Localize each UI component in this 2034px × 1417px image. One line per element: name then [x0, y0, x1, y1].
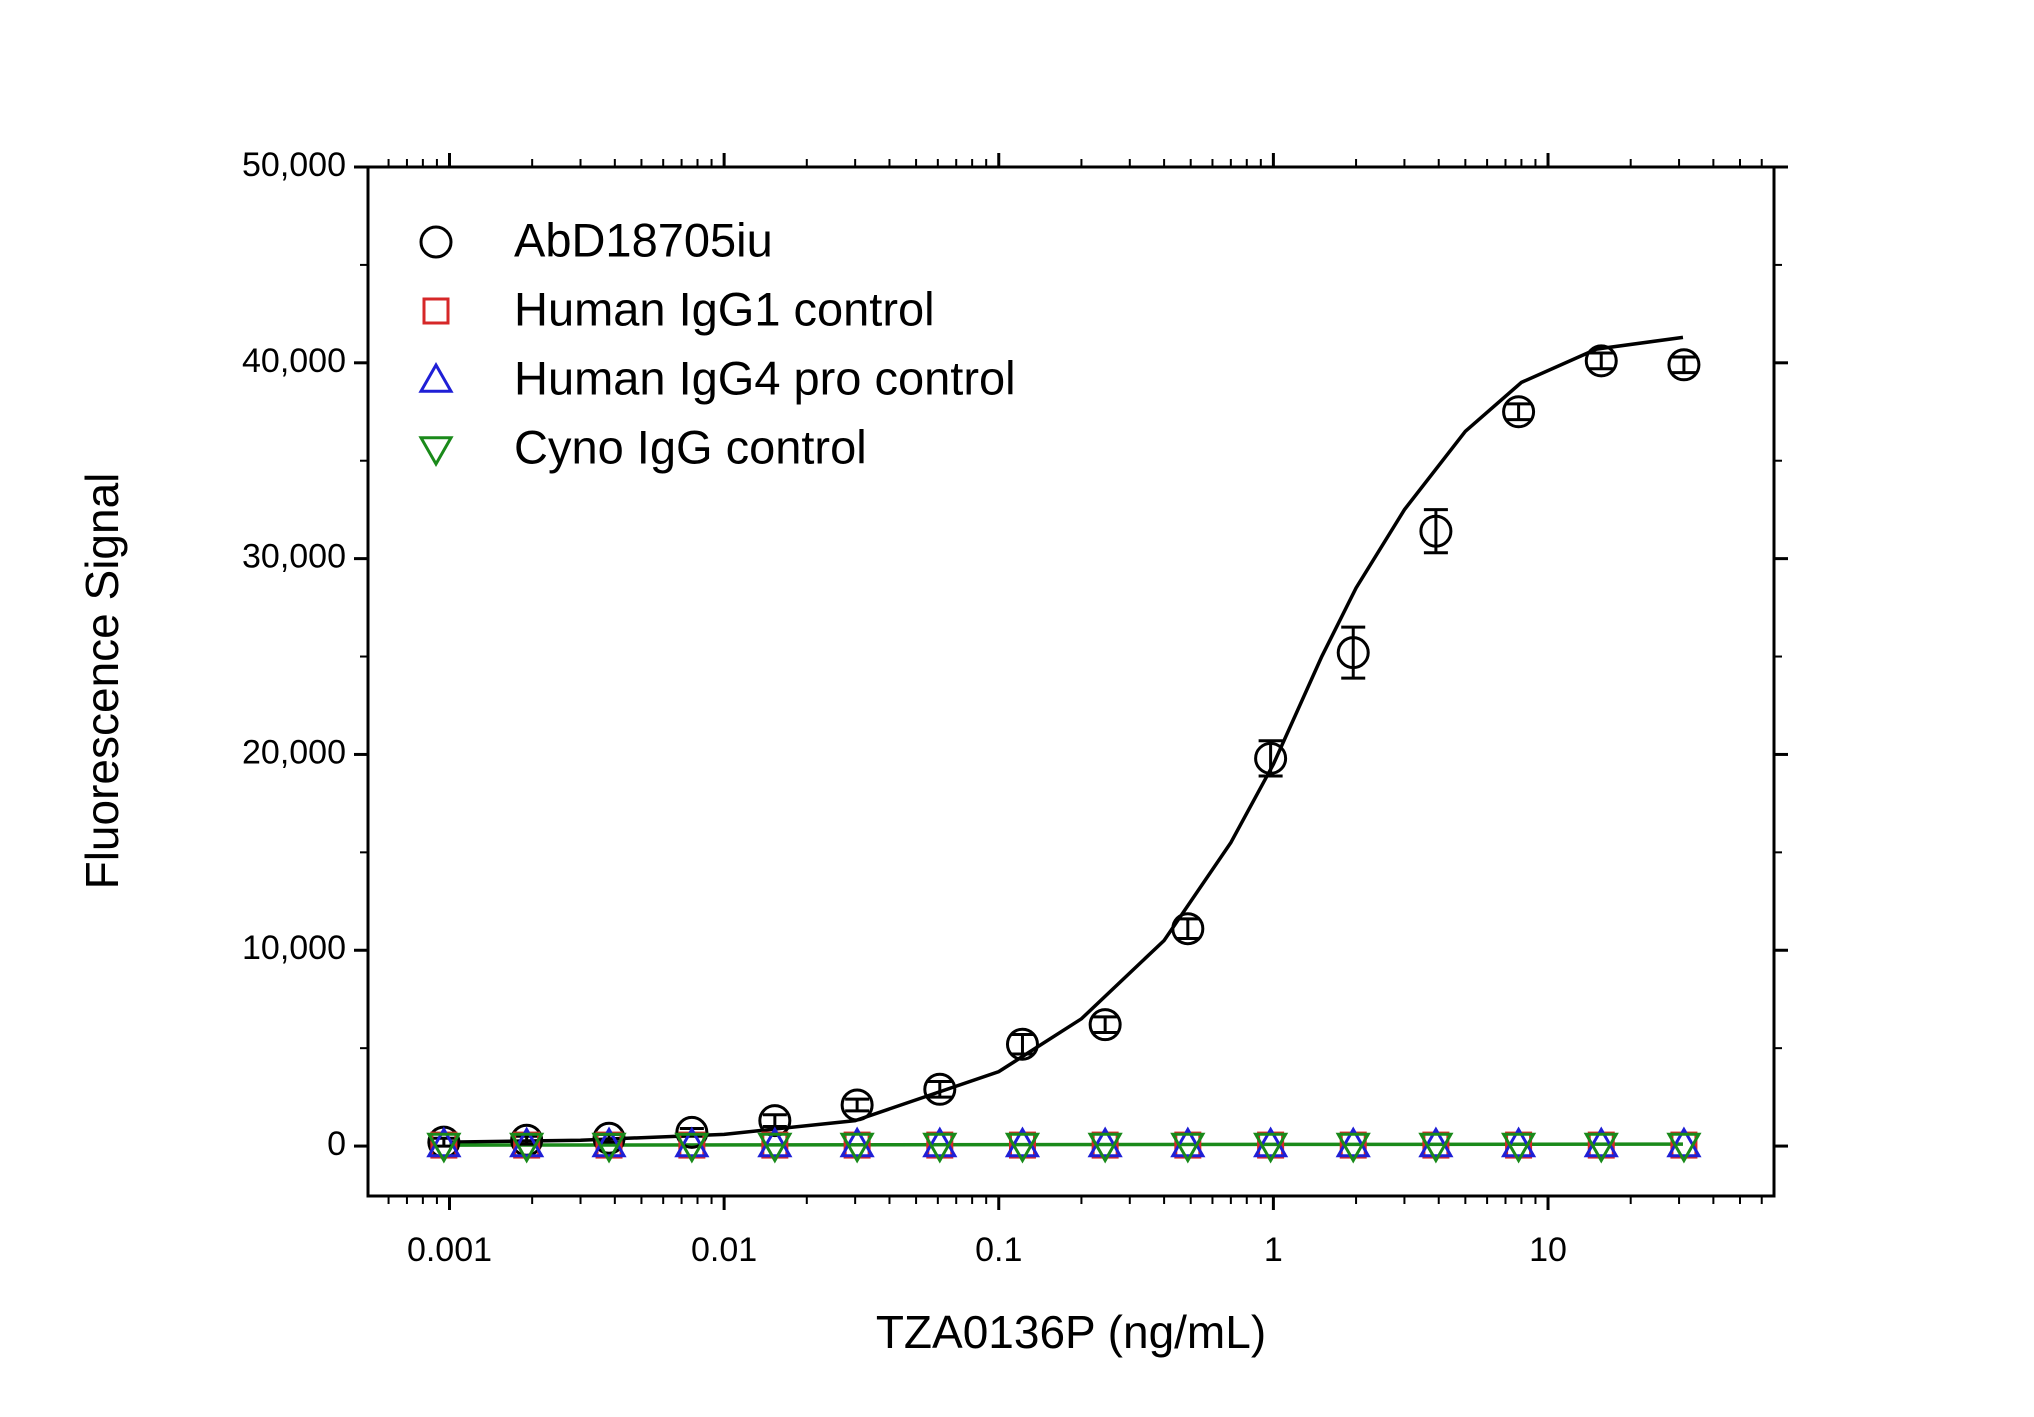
data-point	[1336, 636, 1370, 670]
data-point	[1335, 1132, 1371, 1164]
legend-label: AbD18705iu	[514, 213, 773, 266]
data-point	[1170, 1132, 1206, 1164]
data-point	[674, 1126, 710, 1158]
legend-marker	[419, 225, 453, 259]
data-point	[1584, 344, 1618, 378]
legend-label: Human IgG4 pro control	[514, 351, 1016, 404]
data-point	[1583, 1132, 1619, 1164]
legend-marker	[418, 436, 454, 468]
data-point	[1087, 1126, 1123, 1158]
legend-label: Human IgG1 control	[514, 282, 935, 335]
data-point	[591, 1126, 627, 1158]
data-point	[509, 1132, 545, 1164]
data-point	[1087, 1132, 1123, 1164]
data-point	[1501, 1132, 1537, 1164]
legend-marker	[422, 297, 450, 325]
x-tick-label: 0.001	[407, 1231, 492, 1269]
data-point	[1501, 1126, 1537, 1158]
y-tick-label: 0	[327, 1125, 346, 1163]
data-point	[1418, 1132, 1454, 1164]
data-point	[1667, 348, 1701, 382]
data-point	[1004, 1132, 1041, 1164]
y-axis-title: Fluorescence Signal	[76, 473, 128, 890]
data-point	[1666, 1126, 1702, 1158]
data-point	[674, 1132, 710, 1164]
data-point	[923, 1072, 957, 1106]
data-point	[1418, 1126, 1454, 1158]
data-point	[1253, 1126, 1289, 1158]
y-tick-label: 30,000	[242, 538, 346, 576]
data-point	[839, 1132, 875, 1164]
data-point	[1171, 912, 1205, 946]
x-tick-label: 0.1	[975, 1231, 1022, 1269]
data-point	[1088, 1008, 1122, 1042]
data-point	[922, 1126, 958, 1158]
data-point	[1254, 741, 1288, 775]
y-tick-label: 20,000	[242, 733, 346, 771]
data-point	[1666, 1132, 1702, 1164]
data-point	[1502, 395, 1536, 429]
data-point	[1170, 1126, 1206, 1158]
data-point	[1335, 1126, 1371, 1158]
data-point	[840, 1088, 874, 1122]
y-tick-label: 40,000	[242, 342, 346, 380]
data-point	[591, 1132, 627, 1164]
data-point	[426, 1126, 462, 1158]
data-point	[1004, 1126, 1041, 1158]
x-tick-label: 0.01	[691, 1231, 757, 1269]
x-tick-label: 10	[1529, 1231, 1567, 1269]
data-point	[1253, 1132, 1289, 1164]
data-point	[675, 1115, 709, 1149]
x-tick-label: 1	[1264, 1231, 1283, 1269]
plot-frame	[366, 165, 1776, 1198]
data-point	[1005, 1027, 1039, 1061]
data-point	[1583, 1126, 1619, 1158]
legend-marker	[418, 361, 454, 393]
data-point	[922, 1132, 958, 1164]
fit-curve	[449, 1142, 1683, 1147]
data-point	[509, 1126, 545, 1158]
data-point	[1419, 514, 1453, 548]
y-tick-label: 50,000	[242, 146, 346, 184]
x-axis-title: TZA0136P (ng/mL)	[876, 1306, 1266, 1358]
data-point	[592, 1121, 626, 1155]
data-point	[839, 1126, 875, 1158]
data-point	[757, 1132, 793, 1164]
legend-label: Cyno IgG control	[514, 420, 867, 473]
data-point	[757, 1126, 793, 1158]
data-point	[426, 1132, 462, 1164]
y-tick-label: 10,000	[242, 929, 346, 967]
